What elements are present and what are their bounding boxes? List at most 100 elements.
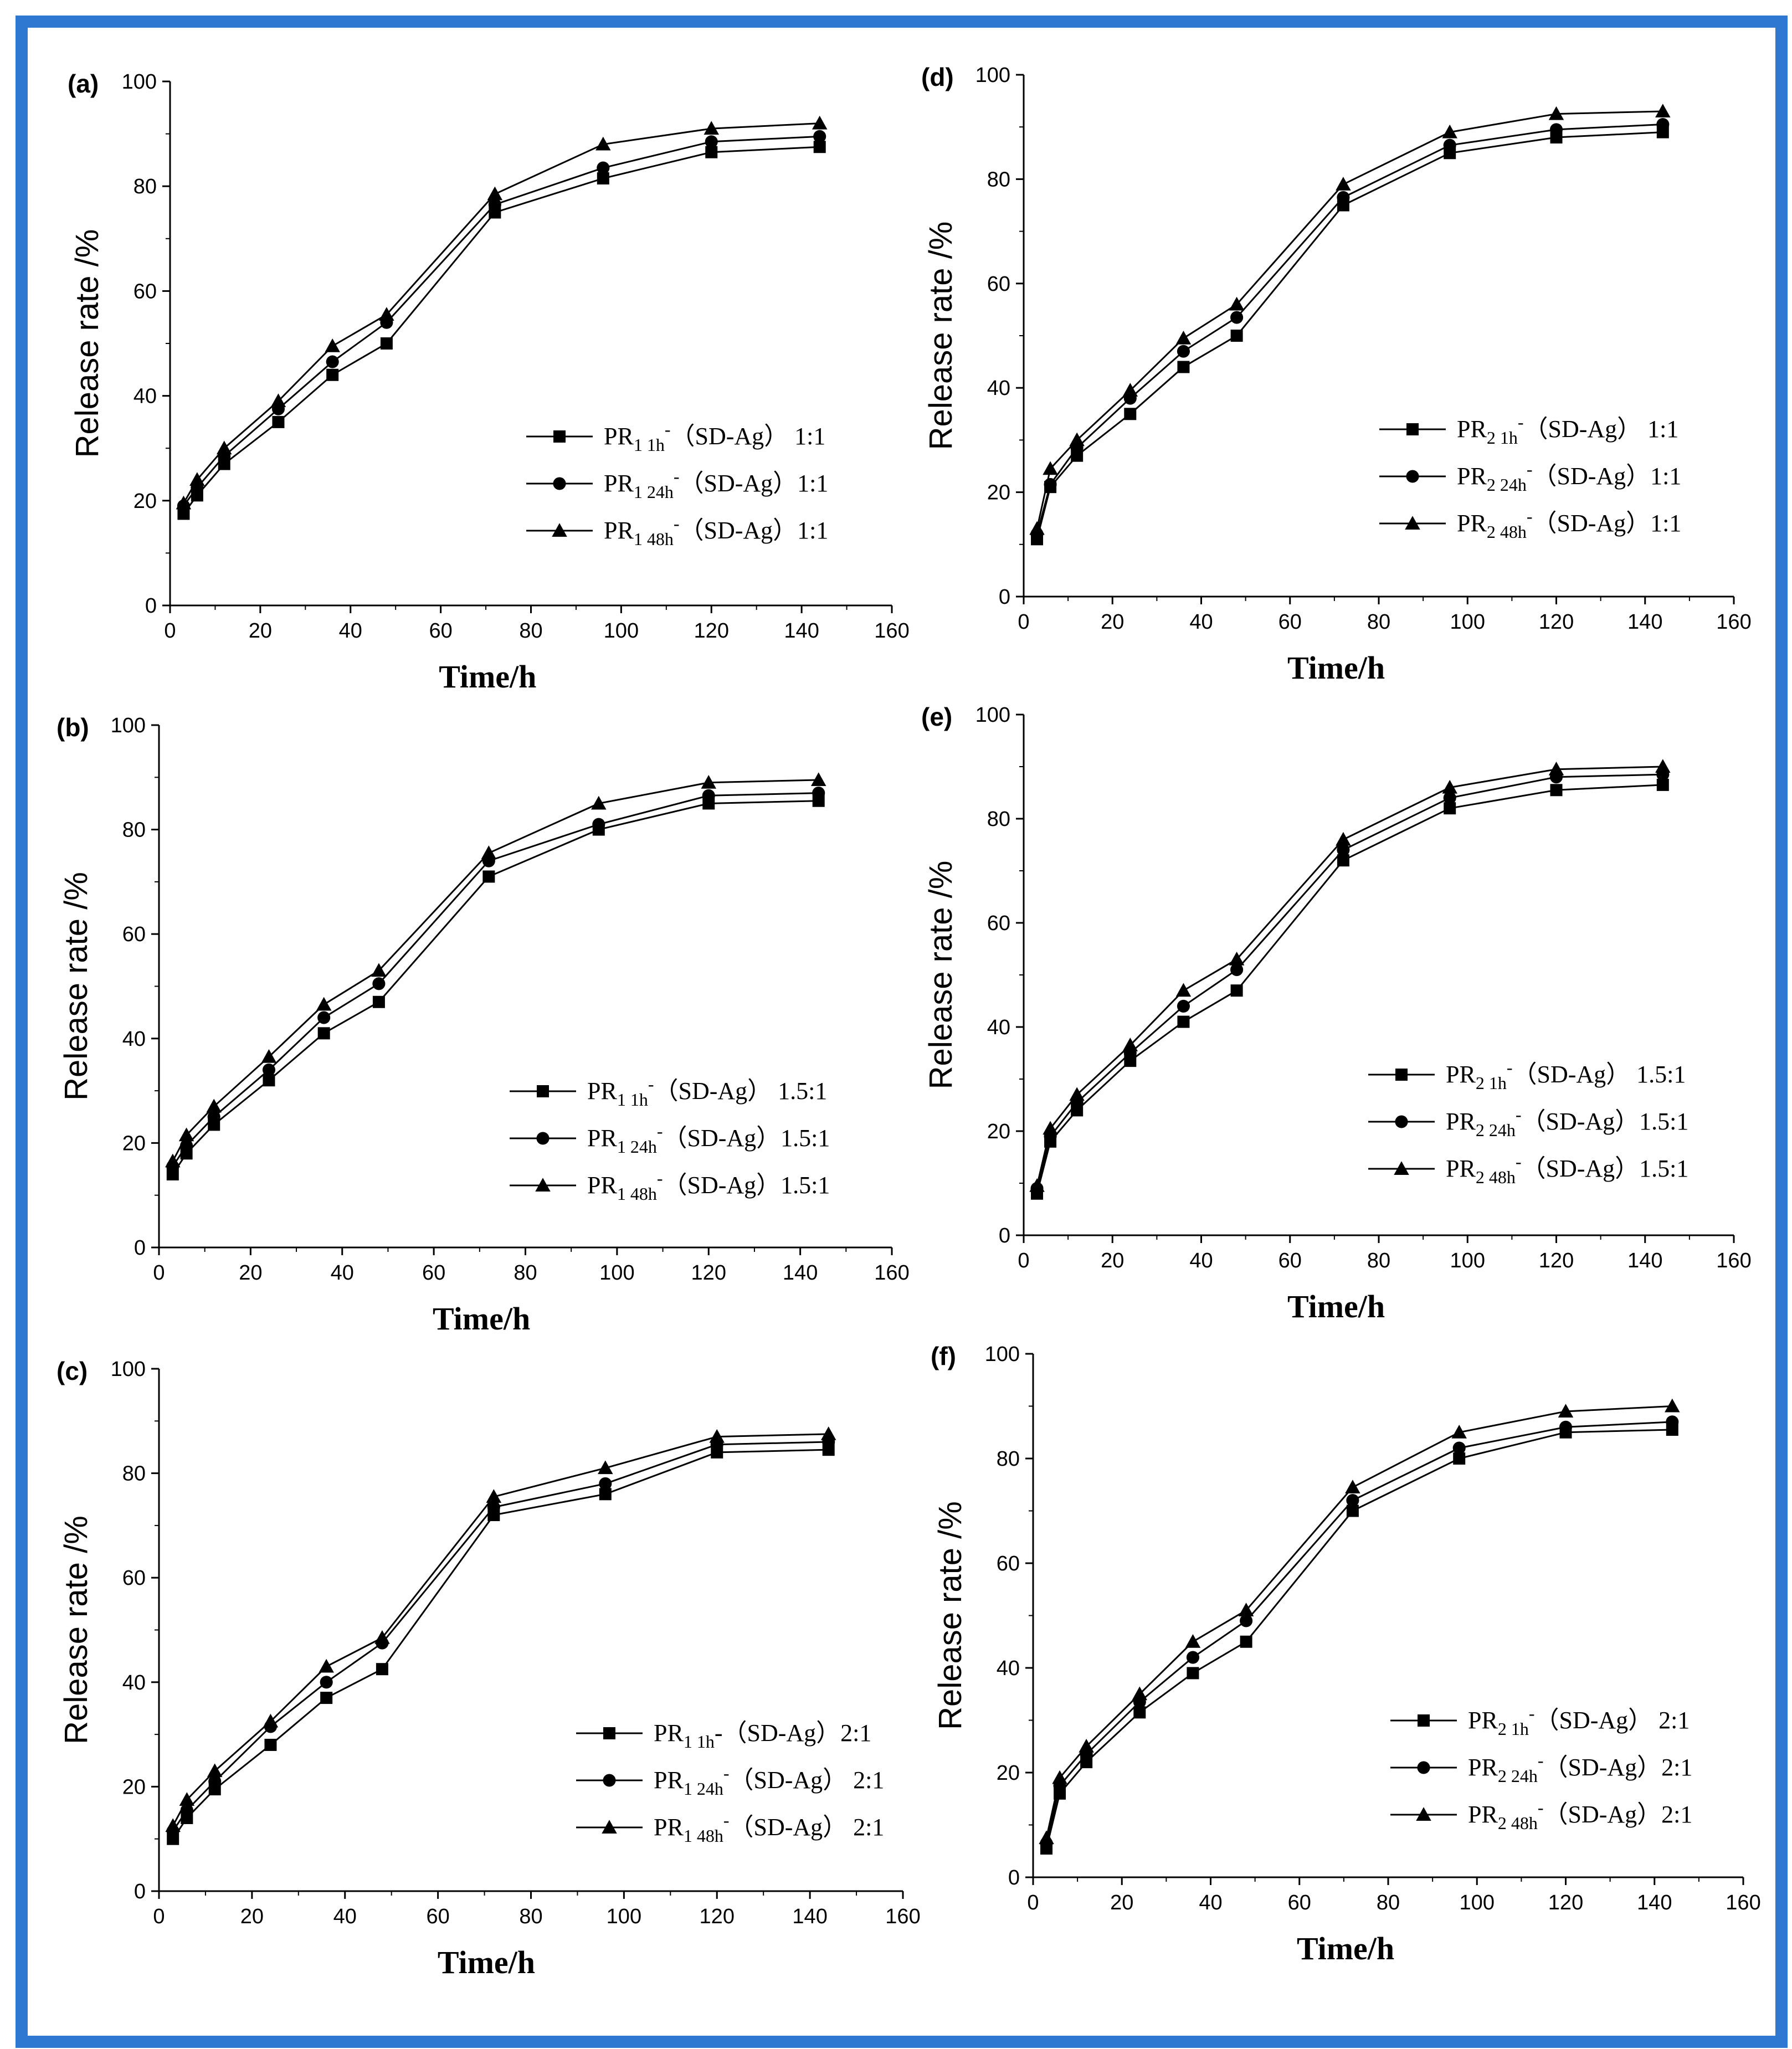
data-point-square [263,1074,275,1087]
data-point-circle [813,130,826,143]
data-point-triangle [709,1429,725,1443]
series-line-2 [1036,773,1663,1189]
x-tick-label: 100 [1450,610,1485,634]
data-point-square [376,1663,388,1676]
data-point-circle [262,1063,276,1076]
data-point-triangle [165,1153,181,1168]
y-tick-label: 0 [145,594,157,618]
data-point-triangle [701,774,716,789]
legend-marker-triangle [1394,1161,1409,1175]
y-tick-label: 100 [122,70,157,94]
series-line-1 [1036,784,1663,1194]
legend-marker-square [603,1727,615,1739]
data-point-triangle [178,1127,194,1142]
data-point-triangle [1043,1121,1058,1135]
data-point-triangle [1655,759,1671,773]
x-tick-label: 80 [519,619,542,643]
legend-entry-label: PR1 24h-（SD-Ag）1:1 [604,466,828,502]
y-tick-label: 80 [133,175,157,198]
y-tick-label: 20 [133,490,157,513]
data-point-triangle [704,121,719,135]
data-point-triangle [371,963,387,977]
x-tick-label: 100 [607,1905,641,1928]
data-point-square [326,368,339,381]
data-point-triangle [1175,330,1192,345]
legend: PR2 1h-（SD-Ag） 1.5:1 PR2 24h-（SD-Ag）1.5:1… [1368,1057,1688,1187]
y-tick-label: 0 [999,586,1010,609]
data-point-square [1124,408,1137,420]
x-tick-label: 120 [1539,610,1574,634]
y-tick-label: 80 [987,168,1010,191]
data-point-circle [320,1676,333,1689]
series-line-3 [1036,110,1663,529]
legend-marker-square [1395,1069,1408,1081]
data-point-square [599,1488,612,1501]
legend-entry-label: PR2 24h-（SD-Ag）1:1 [1457,459,1681,495]
data-point-circle [488,198,501,211]
legend-marker-square [1418,1714,1430,1727]
data-point-circle [1230,311,1244,324]
data-point-square [1453,1452,1466,1465]
data-point-square [1177,361,1190,373]
x-tick-label: 60 [1288,1891,1311,1914]
data-point-circle [1186,1651,1199,1664]
data-point-triangle [1185,1634,1201,1648]
data-point-triangle [1069,1087,1085,1101]
y-tick-label: 0 [1008,1866,1020,1889]
x-tick-label: 160 [1716,610,1751,634]
figure-frame: 0 20 40 60 80 100 120 140 160 0 20 40 60 80 100 (a) Time… [16,16,1788,2048]
data-point-circle [326,355,339,368]
data-point-square [1230,984,1243,997]
x-tick-label: 20 [249,619,272,643]
x-tick-label: 20 [239,1261,262,1285]
data-point-circle [372,977,386,990]
x-tick-label: 120 [1548,1891,1583,1914]
data-point-circle [1230,963,1244,977]
data-point-circle [705,135,718,148]
x-tick-label: 120 [1539,1249,1574,1272]
x-tick-label: 40 [339,619,362,643]
data-point-triangle [206,1098,222,1113]
legend-entry-label: PR2 48h-（SD-Ag）1.5:1 [1446,1152,1688,1187]
data-point-square [1656,778,1669,791]
x-tick-label: 120 [700,1905,735,1928]
x-tick-label: 140 [792,1905,827,1928]
data-point-triangle [1238,1603,1254,1617]
y-tick-label: 40 [122,1028,146,1051]
data-point-circle [1656,117,1670,131]
data-point-triangle [1122,1038,1138,1051]
data-point-triangle [1132,1686,1148,1701]
data-point-circle [1666,1415,1679,1429]
y-tick-label: 60 [997,1552,1020,1575]
data-point-circle [1443,138,1456,152]
data-point-circle [1177,999,1190,1013]
series-line-2 [172,1441,829,1832]
y-tick-label: 40 [133,385,157,408]
legend-marker-triangle [552,523,567,537]
legend: PR2 1h-（SD-Ag） 1:1 PR2 24h-（SD-Ag）1:1 PR2 … [1379,412,1681,542]
data-point-square [1550,784,1563,797]
x-tick-label: 160 [1726,1891,1760,1914]
data-point-triangle [1029,1178,1045,1192]
legend-entry-label: PR2 24h-（SD-Ag）1.5:1 [1446,1105,1688,1140]
data-point-triangle [165,1818,181,1832]
x-tick-label: 60 [1278,1249,1302,1272]
data-point-circle [1177,345,1190,358]
legend-entry-label: PR2 1h-（SD-Ag） 1:1 [1457,412,1678,448]
data-point-triangle [1548,761,1564,776]
panel-label: (d) [921,63,954,91]
y-axis-title: Release rate /% [58,872,94,1101]
data-point-square [1187,1667,1199,1680]
legend-marker-circle [536,1132,550,1145]
x-tick-label: 40 [1189,1249,1213,1272]
data-point-square [317,1027,330,1040]
x-tick-label: 160 [885,1905,920,1928]
legend-marker-triangle [602,1820,617,1834]
legend-entry-label: PR1 48h-（SD-Ag） 2:1 [654,1810,884,1846]
panel-label: (c) [57,1357,88,1385]
x-axis-title: Time/h [1297,1930,1394,1966]
data-point-triangle [1665,1398,1680,1413]
legend-marker-triangle [535,1178,551,1192]
x-tick-label: 60 [1278,610,1302,634]
data-point-circle [317,1011,331,1024]
